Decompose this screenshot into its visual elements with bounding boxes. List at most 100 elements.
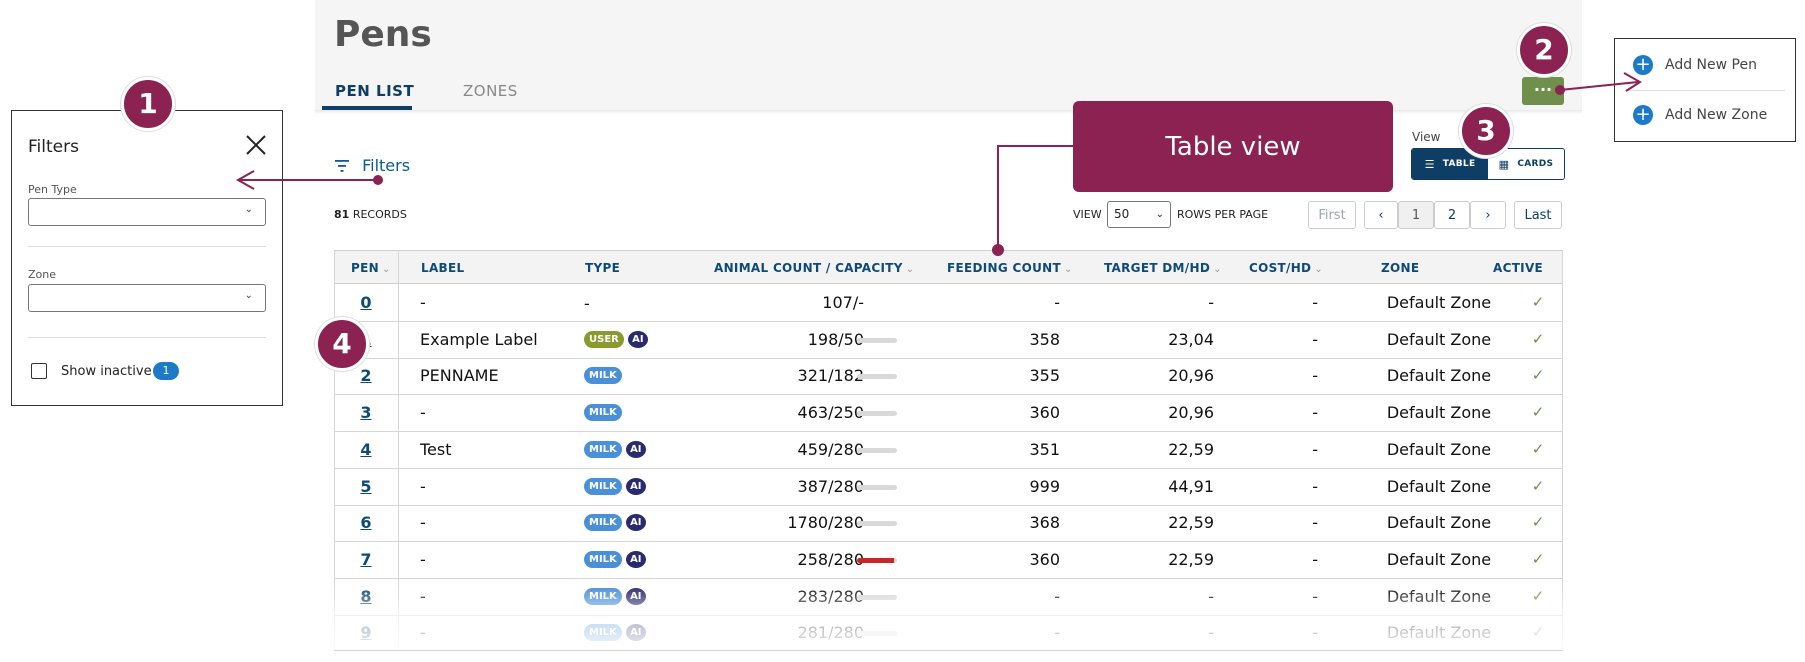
filters-panel-title: Filters — [28, 137, 79, 157]
type-badge-ai: AI — [625, 514, 646, 532]
capacity-bar-fill — [857, 557, 894, 563]
feeding-count: 358 — [1029, 329, 1060, 349]
grid-icon: ▦ — [1498, 157, 1510, 171]
animal-count: 198/50 — [807, 329, 864, 349]
zone-name: Default Zone — [1386, 366, 1492, 386]
pagination-prev[interactable]: ‹ — [1364, 201, 1398, 229]
type-badge-milk: MILK — [584, 477, 622, 495]
table-view-callout: Table view — [1073, 101, 1393, 192]
sort-icon: ⌄ — [1063, 264, 1073, 275]
table-row: 7 - MILK AI 258/280 360 22,59 - Default Zone ✓ — [334, 541, 1563, 579]
active-check-icon: ✓ — [1531, 513, 1545, 532]
animal-count: 1780/280 — [787, 513, 864, 533]
header-cost[interactable]: COST/HD ⌄ — [1249, 261, 1324, 275]
cost-per-head: - — [1312, 366, 1318, 386]
header-target-dm[interactable]: TARGET DM/HD ⌄ — [1104, 261, 1222, 275]
header-animal-count[interactable]: ANIMAL COUNT / CAPACITY ⌄ — [714, 261, 915, 275]
pen-type-select[interactable]: ⌄ — [28, 198, 266, 226]
pen-number-link[interactable]: 7 — [360, 549, 372, 569]
table-row: 2 PENNAME MILK 321/182 355 20,96 - Default Zone… — [334, 357, 1563, 396]
animal-count: 107/- — [822, 293, 864, 312]
arrow-menu-line — [1559, 81, 1639, 91]
table-row: 5 - MILK AI 387/280 999 44,91 - Default Zone ✓ — [334, 468, 1563, 506]
filters-divider — [28, 246, 266, 247]
view-cards-button[interactable]: ▦ CARDS — [1488, 149, 1564, 179]
cost-per-head: - — [1312, 403, 1318, 423]
active-tab-indicator — [322, 106, 412, 110]
pagination-last[interactable]: Last — [1514, 201, 1562, 229]
pen-type: USER AI — [584, 330, 648, 348]
chevron-down-icon: ⌄ — [1155, 209, 1164, 220]
capacity-bar — [857, 484, 897, 490]
pagination-page-1[interactable]: 1 — [1398, 201, 1434, 229]
view-label: View — [1412, 130, 1441, 144]
type-badge-milk: MILK — [584, 514, 622, 532]
sort-icon: ⌄ — [1213, 264, 1222, 275]
records-number: 81 — [334, 208, 350, 221]
tab-pen-list[interactable]: PEN LIST — [335, 82, 415, 100]
pen-label: PENNAME — [420, 366, 499, 386]
zone-select[interactable]: ⌄ — [28, 284, 266, 312]
pen-number-link[interactable]: 5 — [360, 476, 372, 496]
show-inactive-label: Show inactive — [61, 364, 152, 379]
animal-count: 463/250 — [797, 403, 864, 423]
page-title: Pens — [334, 14, 432, 55]
pagination-first[interactable]: First — [1308, 201, 1356, 229]
capacity-bar — [857, 447, 897, 453]
show-inactive-checkbox[interactable] — [31, 363, 47, 379]
close-icon[interactable] — [244, 133, 268, 157]
pen-number-link[interactable]: 4 — [360, 439, 372, 459]
active-check-icon: ✓ — [1531, 439, 1545, 458]
menu-divider — [1625, 90, 1785, 91]
target-dm: - — [1208, 293, 1214, 312]
pen-column-divider — [398, 250, 399, 650]
pen-label: - — [420, 513, 426, 533]
active-check-icon: ✓ — [1531, 476, 1545, 495]
pagination-page-2[interactable]: 2 — [1434, 201, 1470, 229]
feeding-count: 360 — [1029, 549, 1060, 569]
filter-icon — [335, 160, 349, 172]
header-pen[interactable]: PEN ⌄ — [351, 261, 391, 275]
target-dm: 22,59 — [1168, 439, 1214, 459]
step-marker-1: 1 — [121, 77, 175, 131]
table-fade-overlay — [334, 585, 1563, 662]
step-marker-2: 2 — [1517, 23, 1571, 77]
type-badge-ai: AI — [625, 550, 646, 568]
zone-name: Default Zone — [1386, 439, 1492, 459]
filters-button[interactable]: Filters — [335, 156, 410, 175]
chevron-down-icon: ⌄ — [244, 204, 253, 215]
animal-count: 387/280 — [797, 476, 864, 496]
table-row: 4 Test MILK AI 459/280 351 22,59 - Default Zone ✓ — [334, 431, 1563, 469]
target-dm: 44,91 — [1168, 476, 1214, 496]
add-new-pen-item[interactable]: + Add New Pen — [1633, 55, 1757, 75]
page-header — [315, 0, 1582, 110]
header-feeding-count[interactable]: FEEDING COUNT ⌄ — [947, 261, 1073, 275]
zone-name: Default Zone — [1386, 403, 1492, 423]
list-icon: ☰ — [1424, 157, 1435, 171]
cost-per-head: - — [1312, 439, 1318, 459]
inactive-count-badge: 1 — [153, 362, 179, 380]
pen-label: - — [420, 403, 426, 423]
step-marker-4: 4 — [315, 317, 369, 371]
pen-number-link[interactable]: 2 — [360, 366, 372, 386]
type-badge-ai: AI — [625, 440, 646, 458]
pen-number-link[interactable]: 6 — [360, 513, 372, 533]
filters-panel: Filters Pen Type ⌄ Zone ⌄ Show inactive … — [11, 110, 283, 406]
pen-number-link[interactable]: 3 — [360, 403, 372, 423]
pen-type: MILK — [584, 367, 622, 385]
pen-label: - — [420, 549, 426, 569]
type-badge-user: USER — [584, 330, 624, 348]
pen-number-link[interactable]: 0 — [360, 293, 372, 312]
table-row: 0 - - 107/- - - - Default Zone ✓ — [334, 284, 1563, 322]
table-border-right — [1562, 250, 1563, 650]
pen-type: - — [584, 294, 590, 313]
add-new-zone-item[interactable]: + Add New Zone — [1633, 105, 1767, 125]
view-cards-label: CARDS — [1517, 159, 1554, 169]
zone-name: Default Zone — [1386, 513, 1492, 533]
rows-per-page-select[interactable]: 50 ⌄ — [1107, 201, 1171, 228]
target-dm: 22,59 — [1168, 513, 1214, 533]
tab-zones[interactable]: ZONES — [463, 82, 518, 100]
pagination-next[interactable]: › — [1470, 201, 1506, 229]
view-table-label: TABLE — [1442, 159, 1476, 169]
